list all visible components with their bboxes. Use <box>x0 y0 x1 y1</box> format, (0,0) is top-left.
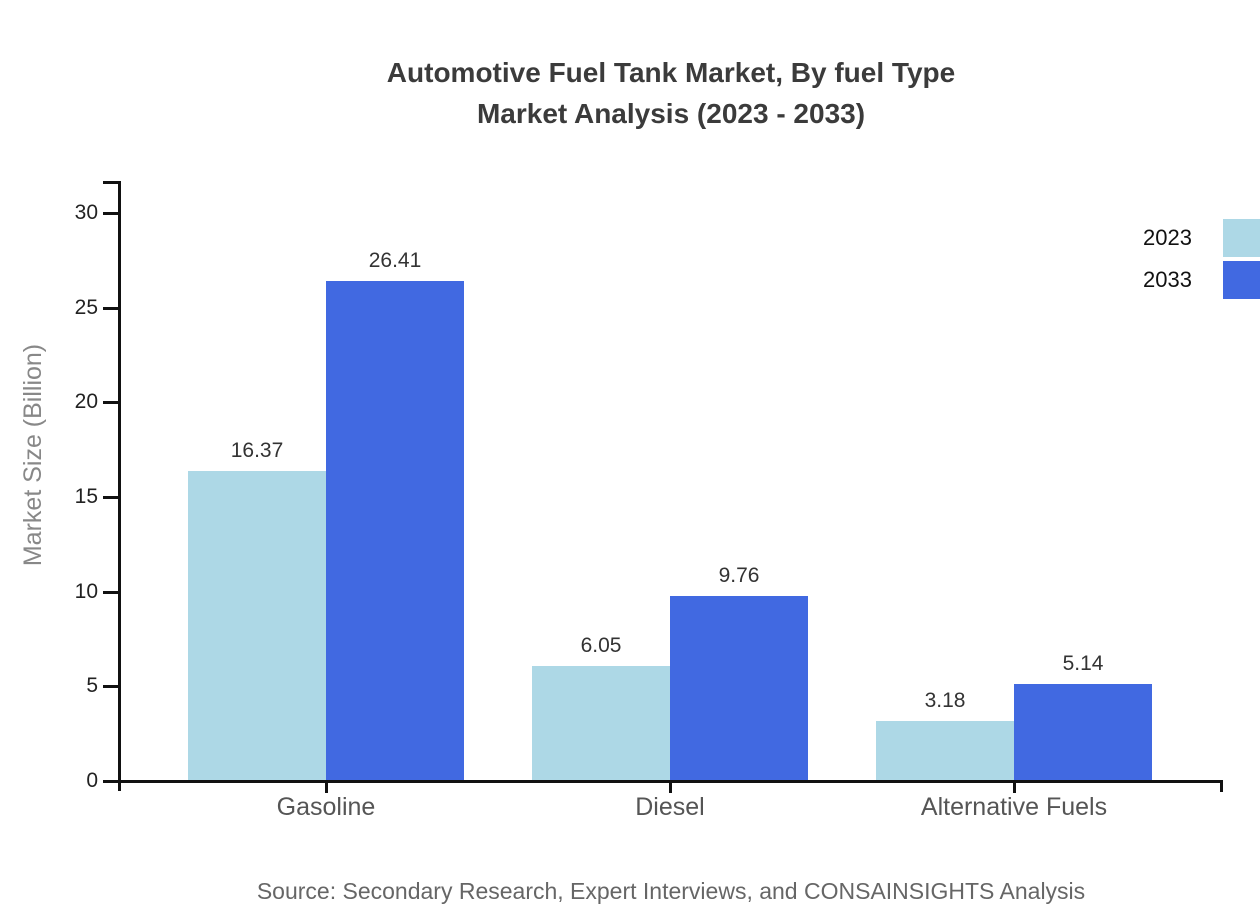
y-tick <box>103 307 118 310</box>
y-tick <box>103 780 118 783</box>
y-tick-label: 30 <box>74 201 98 224</box>
y-tick <box>103 496 118 499</box>
y-tick-label: 25 <box>74 296 98 319</box>
bar-value-label: 26.41 <box>368 249 422 272</box>
y-tick-label: 5 <box>86 674 98 697</box>
chart-title-line1: Automotive Fuel Tank Market, By fuel Typ… <box>386 57 956 88</box>
x-tick <box>669 783 672 793</box>
source-note: Source: Secondary Research, Expert Inter… <box>256 878 1086 904</box>
legend-swatch <box>1223 261 1260 299</box>
bar-2023-alternative-fuels <box>876 721 1014 781</box>
bar-2033-gasoline <box>326 281 464 781</box>
x-tick <box>1013 783 1016 793</box>
y-tick <box>103 212 118 215</box>
bar-2023-diesel <box>532 666 670 781</box>
x-tick <box>325 783 328 793</box>
y-tick-label: 20 <box>74 390 98 413</box>
legend-label: 2023 <box>1143 225 1192 250</box>
y-tick <box>103 685 118 688</box>
legend-item-2033: 2033 <box>1143 261 1260 299</box>
bar-2023-gasoline <box>188 471 326 781</box>
bar-value-label: 16.37 <box>230 439 284 462</box>
legend-label: 2033 <box>1143 267 1192 292</box>
chart-title: Automotive Fuel Tank Market, By fuel Typ… <box>0 52 1260 134</box>
y-tick-label: 15 <box>74 485 98 508</box>
x-category-label: Alternative Fuels <box>920 793 1108 821</box>
y-tick-label: 10 <box>74 580 98 603</box>
x-axis-right-cap <box>1220 780 1223 792</box>
x-category-label: Gasoline <box>276 793 376 821</box>
legend-swatch <box>1223 219 1260 257</box>
y-tick-label: 0 <box>86 769 98 792</box>
y-tick <box>103 401 118 404</box>
bar-2033-diesel <box>670 596 808 781</box>
legend: 2023 2033 <box>1143 219 1260 303</box>
y-tick <box>103 591 118 594</box>
legend-item-2023: 2023 <box>1143 219 1260 257</box>
bar-2033-alternative-fuels <box>1014 684 1152 781</box>
y-axis-top-cap <box>103 181 121 184</box>
x-category-label: Diesel <box>635 793 705 821</box>
y-axis-line <box>118 181 121 791</box>
bar-value-label: 9.76 <box>718 564 760 587</box>
bar-value-label: 5.14 <box>1062 652 1104 675</box>
chart-title-line2: Market Analysis (2023 - 2033) <box>476 98 866 129</box>
bar-value-label: 6.05 <box>580 634 622 657</box>
x-axis-line <box>118 780 1223 783</box>
bar-value-label: 3.18 <box>924 689 966 712</box>
